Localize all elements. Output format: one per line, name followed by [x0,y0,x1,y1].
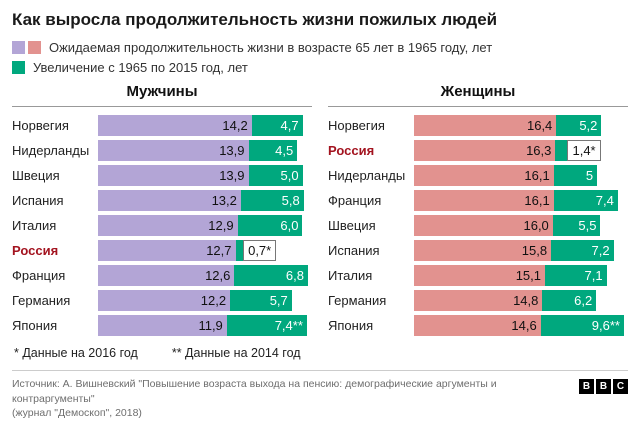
country-label: Италия [328,268,373,283]
chart-card: Как выросла продолжительность жизни пожи… [12,10,628,419]
country-label: Россия [12,243,59,258]
country-label: Испания [328,243,380,258]
bar-row: Франция 12,6 6,8 [12,265,312,286]
increase-value-outside: 0,7* [243,240,277,261]
bbc-logo-letter: C [613,379,628,394]
bar-row: Россия 12,7 0,7* [12,240,312,261]
increase-bar: 9,6** [540,315,624,336]
increase-bar: 5,5 [552,215,601,236]
base-bar: 12,7 [98,240,236,261]
bar-row: Россия 16,3 1,4* [328,140,628,161]
bar-row: Италия 15,1 7,1 [328,265,628,286]
base-bar: 11,9 [98,315,227,336]
chart-column-men: Мужчины Норвегия 14,2 4,7 Нидерланды 13,9 4,5 Ш… [12,83,312,340]
bbc-logo: B B C [579,379,628,394]
increase-bar: 5,7 [230,290,292,311]
increase-bar: 6,0 [237,215,303,236]
base-bar: 12,6 [98,265,235,286]
bar-row: Швеция 13,9 5,0 [12,165,312,186]
country-label: Норвегия [328,118,385,133]
country-label: Германия [12,293,71,308]
increase-bar: 6,2 [542,290,597,311]
country-label: Япония [12,318,58,333]
base-bar: 13,2 [98,190,241,211]
legend: Ожидаемая продолжительность жизни в возр… [12,40,628,75]
footnotes: * Данные на 2016 год ** Данные на 2014 г… [12,346,628,360]
increase-bar: 5 [553,165,598,186]
bar-row: Швеция 16,0 5,5 [328,215,628,236]
country-label: Испания [12,193,64,208]
legend-label: Ожидаемая продолжительность жизни в возр… [49,40,493,55]
chart-columns: Мужчины Норвегия 14,2 4,7 Нидерланды 13,9 4,5 Ш… [12,83,628,340]
base-bar: 16,4 [414,115,557,136]
increase-bar: 5,8 [240,190,304,211]
footnote-2016: * Данные на 2016 год [14,346,138,360]
bar-row: Франция 16,1 7,4 [328,190,628,211]
base-bar: 13,9 [98,165,249,186]
bar-row: Нидерланды 16,1 5 [328,165,628,186]
country-label: Франция [12,268,66,283]
bar-row: Германия 12,2 5,7 [12,290,312,311]
country-label: Япония [328,318,374,333]
increase-bar: 6,8 [234,265,308,286]
legend-label: Увеличение с 1965 по 2015 год, лет [33,60,248,75]
base-bar: 16,1 [414,165,554,186]
chart-column-women: Женщины Норвегия 16,4 5,2 Россия 16,3 1,4* Ниде… [328,83,628,340]
country-label: Франция [328,193,382,208]
legend-item: Увеличение с 1965 по 2015 год, лет [12,60,628,75]
bbc-logo-letter: B [596,379,611,394]
country-label: Россия [328,143,375,158]
column-header: Женщины [328,83,628,107]
country-label: Германия [328,293,387,308]
bar-row: Япония 11,9 7,4** [12,315,312,336]
country-label: Норвегия [12,118,69,133]
bar-row: Нидерланды 13,9 4,5 [12,140,312,161]
country-label: Швеция [328,218,376,233]
source-text: Источник: А. Вишневский "Повышение возра… [12,378,497,420]
base-bar: 16,0 [414,215,553,236]
base-bar: 15,1 [414,265,545,286]
increase-bar: 7,4 [553,190,618,211]
legend-item: Ожидаемая продолжительность жизни в возр… [12,40,628,55]
base-bar: 14,6 [414,315,541,336]
base-bar: 16,1 [414,190,554,211]
bar-row: Испания 13,2 5,8 [12,190,312,211]
source-bar: Источник: А. Вишневский "Повышение возра… [12,370,628,421]
base-bar: 15,8 [414,240,552,261]
country-label: Нидерланды [328,168,406,183]
increase-bar: 7,4** [226,315,307,336]
bar-row: Италия 12,9 6,0 [12,215,312,236]
increase-bar: 5,2 [556,115,602,136]
increase-bar: 7,1 [545,265,607,286]
base-bar: 12,2 [98,290,231,311]
legend-swatch [12,61,25,74]
increase-value-outside: 1,4* [567,140,601,161]
country-label: Италия [12,218,57,233]
base-bar: 12,9 [98,215,238,236]
bar-row: Япония 14,6 9,6** [328,315,628,336]
increase-bar: 4,7 [251,115,303,136]
base-bar: 14,2 [98,115,252,136]
increase-bar [235,240,244,261]
footnote-2014: ** Данные на 2014 год [171,346,301,360]
bar-row: Норвегия 14,2 4,7 [12,115,312,136]
bar-row: Германия 14,8 6,2 [328,290,628,311]
increase-bar [555,140,568,161]
column-header: Мужчины [12,83,312,107]
base-bar: 14,8 [414,290,543,311]
country-label: Нидерланды [12,143,90,158]
base-bar: 16,3 [414,140,556,161]
bbc-logo-letter: B [579,379,594,394]
base-bar: 13,9 [98,140,249,161]
bar-row: Норвегия 16,4 5,2 [328,115,628,136]
legend-swatch [28,41,41,54]
increase-bar: 7,2 [551,240,614,261]
legend-swatch [12,41,25,54]
chart-title: Как выросла продолжительность жизни пожи… [12,10,498,29]
country-label: Швеция [12,168,60,183]
increase-bar: 4,5 [248,140,298,161]
increase-bar: 5,0 [248,165,303,186]
bar-row: Испания 15,8 7,2 [328,240,628,261]
